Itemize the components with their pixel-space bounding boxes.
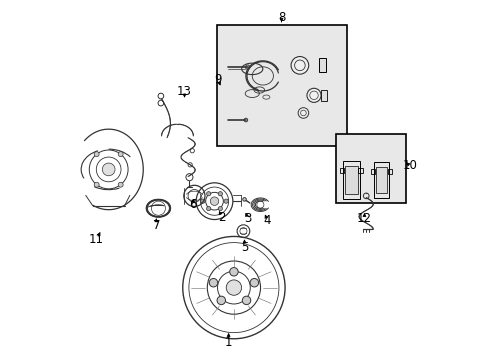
Circle shape bbox=[242, 296, 250, 305]
Circle shape bbox=[217, 296, 225, 305]
Bar bbox=[342, 161, 360, 199]
Text: 13: 13 bbox=[177, 85, 192, 98]
Text: 4: 4 bbox=[263, 214, 271, 227]
Bar bbox=[370, 169, 374, 174]
Circle shape bbox=[206, 192, 210, 196]
Circle shape bbox=[94, 182, 99, 187]
Text: 10: 10 bbox=[402, 159, 417, 172]
Circle shape bbox=[118, 182, 123, 187]
Circle shape bbox=[229, 267, 238, 276]
Text: 9: 9 bbox=[214, 73, 222, 86]
Circle shape bbox=[249, 279, 258, 287]
Circle shape bbox=[206, 207, 210, 211]
Text: 5: 5 bbox=[240, 240, 248, 253]
Circle shape bbox=[226, 280, 241, 295]
Circle shape bbox=[298, 108, 308, 118]
Bar bbox=[375, 167, 386, 193]
Circle shape bbox=[94, 152, 99, 157]
Circle shape bbox=[218, 207, 222, 211]
Bar bbox=[358, 168, 362, 173]
Bar bbox=[345, 166, 357, 194]
Text: 6: 6 bbox=[189, 198, 197, 211]
Text: 1: 1 bbox=[224, 337, 232, 350]
Bar bbox=[373, 162, 388, 198]
Circle shape bbox=[224, 199, 228, 203]
Text: 8: 8 bbox=[277, 11, 285, 24]
Circle shape bbox=[218, 192, 222, 196]
Text: 7: 7 bbox=[152, 219, 160, 232]
Circle shape bbox=[306, 88, 321, 102]
Bar bbox=[335, 134, 405, 203]
Circle shape bbox=[242, 198, 246, 201]
Text: 2: 2 bbox=[217, 211, 225, 224]
Bar bbox=[321, 90, 327, 100]
Circle shape bbox=[210, 197, 218, 206]
Text: 3: 3 bbox=[244, 212, 251, 225]
Bar bbox=[319, 58, 325, 72]
Text: 11: 11 bbox=[89, 234, 103, 247]
Circle shape bbox=[209, 279, 217, 287]
Bar bbox=[387, 169, 391, 174]
Circle shape bbox=[201, 199, 204, 203]
Circle shape bbox=[290, 57, 308, 74]
Text: 12: 12 bbox=[356, 212, 371, 225]
Bar bbox=[217, 25, 346, 147]
Bar bbox=[339, 168, 343, 173]
Circle shape bbox=[118, 152, 123, 157]
Circle shape bbox=[102, 163, 115, 176]
